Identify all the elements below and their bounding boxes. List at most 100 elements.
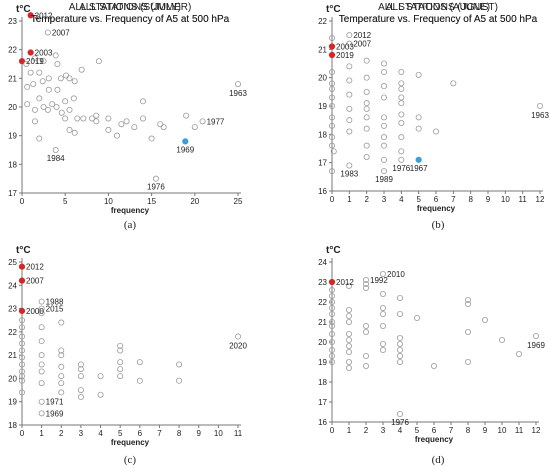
data-point — [30, 81, 37, 88]
data-point-highlight — [328, 278, 336, 286]
data-point — [58, 347, 65, 354]
chart-panel-3: ALL STATIONS (JULY)Temperature vs. Frequ… — [8, 2, 247, 466]
data-point — [23, 61, 30, 68]
data-point — [52, 146, 59, 153]
data-point — [430, 362, 437, 369]
data-point — [328, 346, 335, 353]
data-point — [379, 290, 386, 297]
data-point — [346, 40, 353, 47]
data-point — [345, 282, 352, 289]
data-point — [176, 361, 183, 368]
data-point-highlight — [27, 49, 34, 56]
data-point — [328, 134, 335, 141]
data-point — [328, 298, 335, 305]
data-point — [117, 366, 124, 373]
data-point — [199, 118, 206, 125]
x-axis-label: frequency — [415, 435, 454, 444]
data-point — [396, 310, 403, 317]
year-annotation: 2012 — [26, 263, 44, 272]
data-point — [380, 134, 387, 141]
year-annotation: 1983 — [340, 170, 358, 179]
year-annotation: 2020 — [229, 342, 247, 351]
data-point — [396, 358, 403, 365]
data-point — [328, 35, 335, 42]
data-point — [346, 32, 353, 39]
y-tick-label: 18 — [8, 160, 17, 169]
data-point — [345, 358, 352, 365]
data-point — [398, 94, 405, 101]
data-point-highlight — [328, 43, 336, 50]
year-annotation: 1976 — [147, 183, 165, 192]
data-point — [346, 105, 353, 112]
x-tick-label: 3 — [382, 195, 387, 204]
data-point — [31, 118, 38, 125]
chart-panel-1: ALL STATIONS (SUMMER)Temperature vs. Fre… — [8, 2, 247, 231]
x-axis-label: frequency — [111, 438, 150, 447]
chart-title: ALL STATIONS (AUGUST) — [378, 2, 498, 13]
x-tick-label: 3 — [79, 429, 84, 438]
x-tick-label: 1 — [39, 429, 44, 438]
data-point — [66, 106, 73, 113]
x-tick-label: 4 — [398, 426, 403, 435]
data-point — [346, 162, 353, 169]
data-point — [18, 317, 25, 324]
data-point — [157, 121, 164, 128]
data-point — [62, 115, 69, 122]
data-point — [117, 342, 124, 349]
data-point — [346, 91, 353, 98]
chart-title: ALL STATIONS (JUNE) — [386, 2, 490, 13]
data-point-highlight — [18, 307, 26, 315]
y-tick-label: 20 — [8, 374, 17, 383]
x-tick-label: 5 — [416, 195, 421, 204]
data-point — [537, 103, 544, 110]
data-point — [363, 105, 370, 112]
y-tick-label: 25 — [8, 258, 17, 267]
y-tick-label: 18 — [8, 421, 17, 430]
data-point — [88, 115, 95, 122]
data-point — [346, 77, 353, 84]
y-tick-label: 20 — [8, 103, 17, 112]
data-point — [36, 95, 43, 102]
data-point — [345, 348, 352, 355]
data-point — [18, 377, 25, 384]
y-tick-label: 16 — [318, 187, 327, 196]
data-point — [40, 104, 47, 111]
data-point — [45, 86, 52, 93]
y-tick-label: 18 — [318, 130, 327, 139]
year-annotation: 1976 — [391, 418, 409, 427]
data-point — [77, 361, 84, 368]
data-point — [234, 333, 241, 340]
data-point — [328, 358, 335, 365]
data-point — [38, 298, 45, 305]
data-point — [328, 286, 335, 293]
data-point — [464, 328, 471, 335]
data-point — [136, 377, 143, 384]
data-point — [160, 124, 167, 131]
data-point-highlight — [182, 138, 189, 145]
data-point — [346, 63, 353, 70]
data-point — [328, 352, 335, 359]
data-point — [58, 363, 65, 370]
x-axis-label: frequency — [417, 204, 456, 213]
data-point — [62, 98, 69, 105]
data-point — [58, 352, 65, 359]
data-point — [54, 61, 61, 68]
y-tick-label: 24 — [318, 258, 327, 267]
y-tick-label: 17 — [318, 159, 327, 168]
year-annotation: 1971 — [46, 398, 64, 407]
x-tick-label: 10 — [501, 195, 510, 204]
year-annotation: 1963 — [531, 111, 549, 120]
data-point — [31, 106, 38, 113]
data-point — [58, 319, 65, 326]
y-tick-label: 19 — [318, 102, 327, 111]
data-point — [330, 148, 337, 155]
data-point — [379, 340, 386, 347]
x-tick-label: 8 — [466, 426, 471, 435]
data-point — [398, 100, 405, 107]
year-annotation: 1992 — [370, 276, 388, 285]
data-point — [380, 60, 387, 67]
x-tick-label: 15 — [147, 197, 156, 206]
data-point — [71, 78, 78, 85]
data-point — [234, 81, 241, 88]
data-point — [38, 310, 45, 317]
